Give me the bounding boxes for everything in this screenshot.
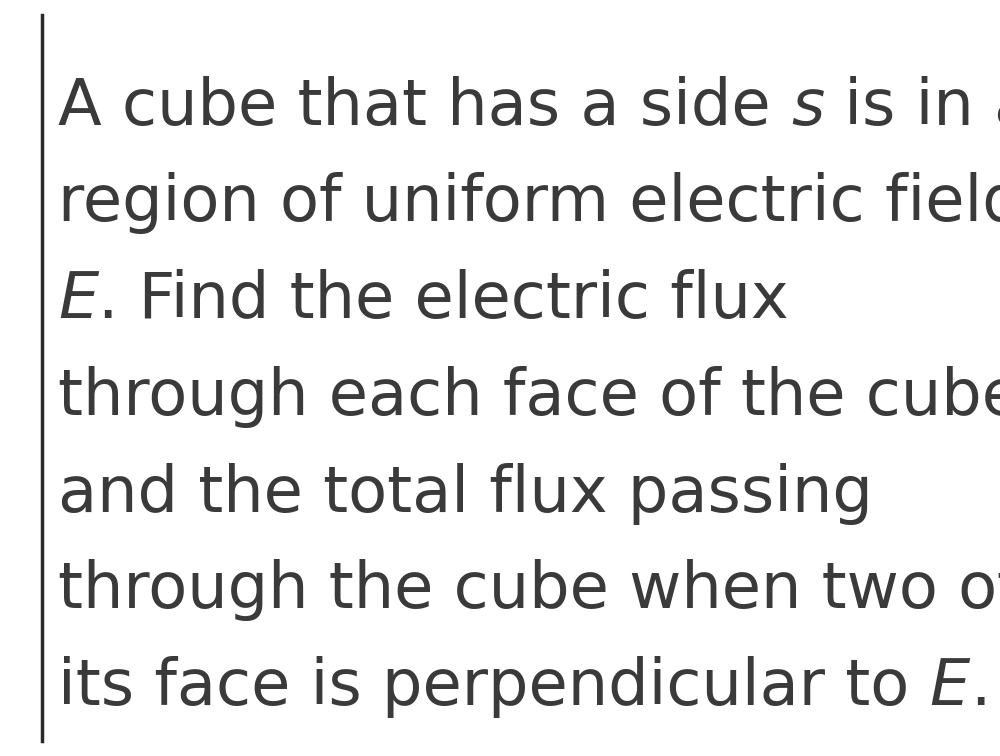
Text: s: s [791, 76, 824, 138]
Text: and the total flux passing: and the total flux passing [58, 463, 873, 525]
Text: . Find the electric flux: . Find the electric flux [98, 269, 789, 331]
Text: A cube that has a side: A cube that has a side [58, 76, 791, 138]
Text: region of uniform electric field: region of uniform electric field [58, 172, 1000, 234]
Text: .: . [970, 656, 990, 718]
Text: E: E [58, 269, 98, 331]
Text: is in a: is in a [824, 76, 1000, 138]
Text: E: E [930, 656, 970, 718]
Text: its face is perpendicular to: its face is perpendicular to [58, 656, 930, 718]
Text: through each face of the cube: through each face of the cube [58, 366, 1000, 428]
Text: through the cube when two of: through the cube when two of [58, 559, 1000, 621]
